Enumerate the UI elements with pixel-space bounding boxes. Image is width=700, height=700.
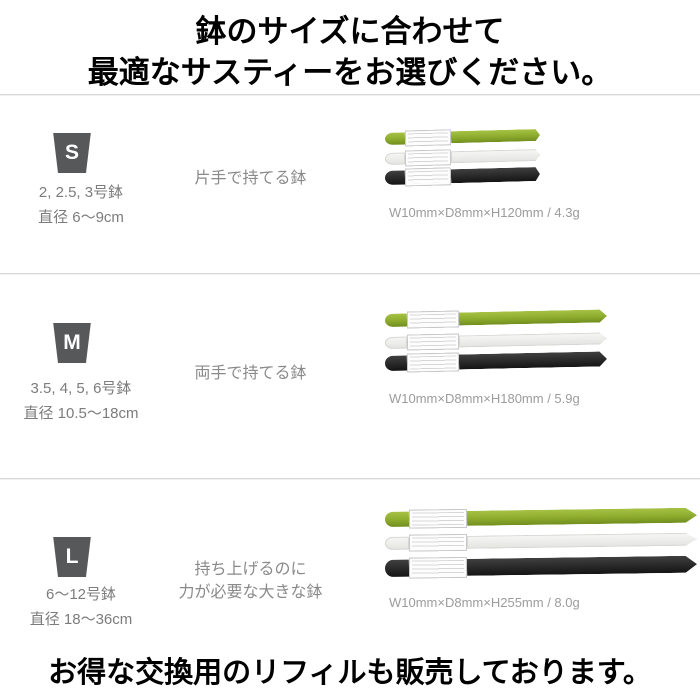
size-badge-label: L bbox=[65, 545, 79, 568]
sustee-stick-black bbox=[384, 351, 607, 373]
spec-caption-l: W10mm×D8mm×H255mm / 8.0g bbox=[389, 595, 580, 610]
size-badge-l: L bbox=[53, 537, 91, 577]
sustee-stick-green bbox=[384, 309, 607, 329]
sustee-stick-green bbox=[384, 129, 540, 147]
stick-shaft bbox=[451, 129, 540, 143]
size-badge-label: S bbox=[64, 141, 79, 164]
divider bbox=[0, 94, 700, 96]
pot-size-info-s: 2, 2.5, 3号鉢 直径 6〜9cm bbox=[6, 184, 156, 227]
stick-tip bbox=[384, 536, 410, 550]
stick-shaft bbox=[459, 351, 607, 369]
stick-water-window bbox=[406, 333, 460, 351]
pot-numbers: 2, 2.5, 3号鉢 bbox=[38, 184, 124, 201]
stick-shaft bbox=[459, 332, 607, 347]
pot-diameter: 直径 10.5〜18cm bbox=[23, 405, 139, 422]
stick-shaft bbox=[467, 533, 697, 549]
stick-tip bbox=[384, 336, 408, 349]
refill-notice: お得な交換用のリフィルも販売しております。 bbox=[48, 657, 652, 689]
description-line: 持ち上げるのに bbox=[194, 561, 307, 578]
page-title-line2: 最適なサスティーをお選びください。 bbox=[87, 55, 613, 90]
spec-caption-m: W10mm×D8mm×H180mm / 5.9g bbox=[389, 391, 580, 406]
stick-water-window bbox=[404, 129, 452, 147]
stick-water-window bbox=[406, 310, 460, 329]
size-badge-m: M bbox=[53, 323, 91, 363]
page-title-line1: 鉢のサイズに合わせて bbox=[195, 14, 505, 49]
stick-tip bbox=[384, 355, 408, 371]
pot-description-l: 持ち上げるのに 力が必要な大きな鉢 bbox=[163, 558, 338, 604]
stick-water-window bbox=[404, 149, 452, 167]
spec-caption-s: W10mm×D8mm×H120mm / 4.3g bbox=[389, 205, 580, 220]
pot-size-info-l: 6〜12号鉢 直径 18〜36cm bbox=[6, 586, 156, 629]
sustee-stick-black bbox=[384, 167, 540, 187]
size-badge-label: M bbox=[63, 331, 81, 354]
stick-tip bbox=[384, 559, 410, 577]
sustee-stick-white bbox=[384, 149, 540, 167]
pot-size-info-m: 3.5, 4, 5, 6号鉢 直径 10.5〜18cm bbox=[6, 380, 156, 423]
pot-description-s: 片手で持てる鉢 bbox=[163, 167, 338, 190]
description-line: 力が必要な大きな鉢 bbox=[178, 584, 323, 601]
stick-shaft bbox=[459, 309, 607, 325]
sustee-stick-white bbox=[384, 332, 607, 351]
stick-shaft bbox=[451, 149, 540, 163]
stick-water-window bbox=[404, 167, 452, 187]
stick-shaft bbox=[467, 556, 697, 576]
sustee-stick-black bbox=[384, 556, 697, 579]
stick-water-window bbox=[408, 533, 468, 552]
pot-diameter: 直径 18〜36cm bbox=[29, 611, 133, 628]
pot-numbers: 3.5, 4, 5, 6号鉢 bbox=[30, 380, 132, 397]
pot-numbers: 6〜12号鉢 bbox=[45, 586, 117, 603]
sustee-stick-white bbox=[384, 533, 697, 552]
pot-description-m: 両手で持てる鉢 bbox=[163, 362, 338, 385]
stick-water-window bbox=[408, 508, 468, 529]
sustee-stick-green bbox=[384, 508, 697, 529]
size-badge-s: S bbox=[53, 133, 91, 173]
pot-diameter: 直径 6〜9cm bbox=[38, 209, 124, 226]
description-line: 片手で持てる鉢 bbox=[194, 170, 307, 187]
stick-tip bbox=[384, 132, 406, 145]
stick-tip bbox=[384, 152, 406, 165]
stick-water-window bbox=[406, 352, 460, 373]
stick-shaft bbox=[451, 167, 540, 183]
stick-tip bbox=[384, 511, 410, 527]
description-line: 両手で持てる鉢 bbox=[194, 365, 307, 382]
stick-water-window bbox=[408, 556, 468, 579]
stick-tip bbox=[384, 170, 406, 185]
stick-tip bbox=[384, 313, 408, 327]
stick-shaft bbox=[467, 508, 697, 526]
divider bbox=[0, 273, 700, 275]
divider bbox=[0, 478, 700, 480]
